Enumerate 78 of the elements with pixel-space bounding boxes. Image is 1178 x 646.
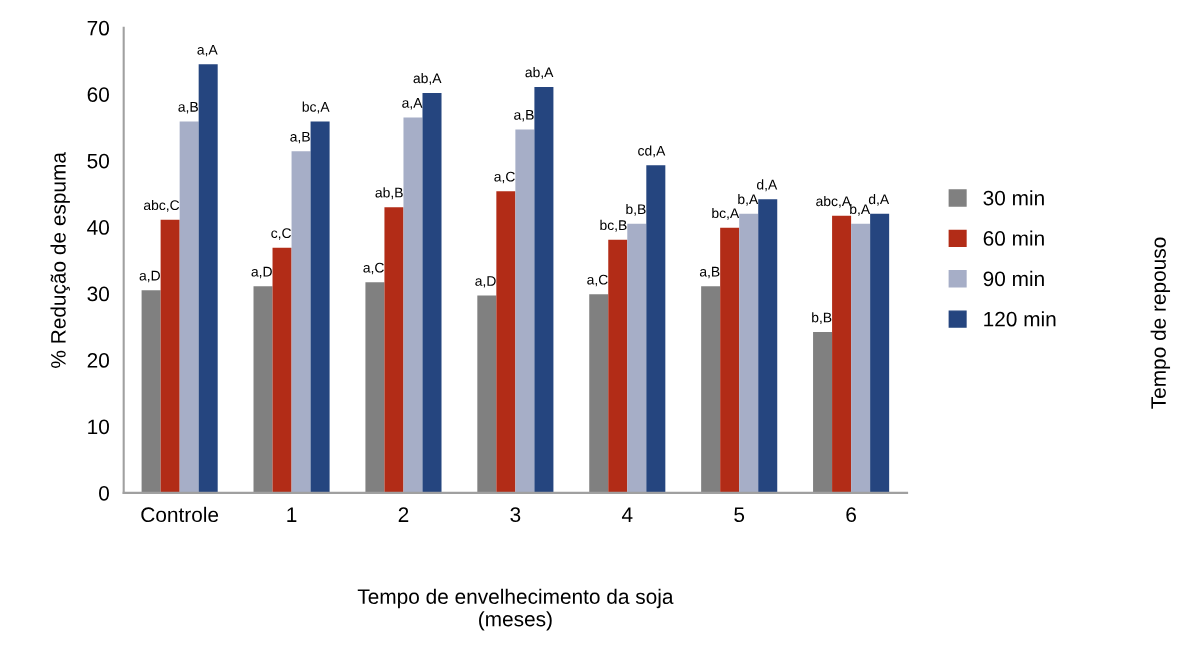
- y-tick-label: 0: [99, 485, 109, 501]
- bar: [646, 165, 666, 493]
- bar: [198, 64, 218, 493]
- bar: [403, 117, 423, 493]
- bar: [179, 121, 199, 493]
- data-label: ab,A: [525, 67, 554, 79]
- y-tick-label: 60: [87, 87, 109, 102]
- x-tick-label: 5: [734, 507, 745, 523]
- bar: [608, 239, 628, 493]
- data-label: a,A: [197, 44, 218, 57]
- data-label: a,D: [475, 276, 496, 288]
- y-tick-label: 20: [87, 353, 109, 368]
- bar: [477, 295, 497, 493]
- data-label: bc,B: [600, 219, 627, 232]
- data-label: abc,C: [143, 199, 180, 212]
- data-label: b,B: [626, 203, 646, 216]
- data-label: d,A: [756, 179, 778, 192]
- y-axis-title: % Redução de espuma: [50, 152, 70, 368]
- bar: [291, 151, 311, 493]
- bar: [534, 86, 554, 493]
- data-label: d,A: [868, 193, 890, 206]
- y-tick-label: 70: [87, 20, 109, 36]
- data-label: ab,A: [413, 73, 442, 85]
- data-label: bc,A: [302, 101, 330, 114]
- data-label: a,D: [139, 270, 160, 283]
- y-tick-label: 50: [87, 153, 109, 169]
- data-label: a,B: [514, 110, 534, 122]
- bar: [422, 92, 442, 493]
- data-label: a,A: [402, 98, 423, 110]
- data-label: a,C: [363, 262, 384, 275]
- data-label: a,D: [251, 266, 272, 279]
- x-tick-label: 1: [287, 507, 297, 522]
- y-tick-label: 40: [87, 220, 109, 235]
- bar: [141, 290, 161, 493]
- bar: [832, 215, 852, 493]
- bar: [627, 223, 647, 493]
- data-label: abc,A: [816, 195, 852, 208]
- bar: [496, 191, 516, 493]
- x-tick-label: 2: [398, 507, 409, 522]
- data-label: ab,B: [375, 187, 403, 200]
- data-label: a,C: [494, 171, 515, 184]
- bar: [720, 227, 740, 493]
- data-label: a,B: [178, 102, 198, 114]
- bar: [589, 294, 609, 493]
- data-label: a,B: [290, 131, 310, 144]
- bar: [851, 223, 871, 493]
- data-label: bc,A: [712, 207, 740, 220]
- bar: [384, 207, 404, 493]
- legend-label: 90 min: [983, 270, 1044, 287]
- x-tick-label: 3: [510, 507, 521, 523]
- data-label: b,B: [812, 312, 832, 325]
- data-label: b,A: [850, 203, 871, 216]
- bar: [870, 213, 890, 493]
- bar: [813, 332, 833, 493]
- bar: [758, 199, 778, 493]
- bar: [272, 247, 292, 493]
- legend-title: Tempo de repouso: [1150, 237, 1171, 409]
- x-tick-label: 6: [846, 507, 856, 523]
- bar: [515, 129, 535, 493]
- data-label: b,A: [738, 193, 759, 206]
- data-label: a,B: [699, 266, 720, 279]
- bar: [701, 286, 721, 493]
- y-tick-label: 10: [88, 419, 109, 435]
- x-tick-label: 4: [621, 507, 633, 522]
- bar: [253, 286, 273, 493]
- data-label: cd,A: [638, 145, 666, 158]
- bar: [160, 219, 180, 493]
- bar: [739, 213, 759, 493]
- x-tick-label: Controle: [141, 506, 219, 523]
- x-axis-title: Tempo de envelhecimento da soja (meses): [357, 588, 674, 631]
- legend-label: 30 min: [983, 190, 1044, 206]
- data-label: c,C: [271, 228, 292, 240]
- bar: [310, 121, 330, 493]
- legend-label: 120 min: [984, 311, 1056, 327]
- legend-label: 60 min: [983, 230, 1044, 246]
- y-tick-label: 30: [87, 286, 109, 302]
- bar: [365, 282, 385, 493]
- data-label: a,C: [587, 274, 608, 287]
